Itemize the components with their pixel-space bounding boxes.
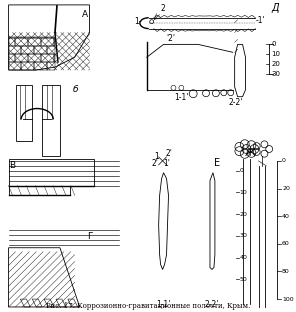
Bar [9, 62, 21, 70]
Text: 10: 10 [271, 51, 280, 57]
Bar [34, 37, 47, 38]
Text: 2': 2' [151, 159, 158, 168]
Text: 40: 40 [282, 214, 290, 219]
Bar [42, 85, 60, 156]
Text: 1': 1' [163, 159, 170, 168]
Text: 20: 20 [271, 61, 280, 67]
Text: 1-: 1- [134, 17, 142, 26]
Text: 2: 2 [161, 4, 165, 13]
Text: 0: 0 [271, 41, 276, 47]
Text: 100: 100 [282, 297, 294, 302]
Text: 30: 30 [271, 71, 280, 77]
Bar [34, 46, 47, 54]
Bar [47, 37, 55, 38]
Bar [9, 37, 21, 38]
Text: 0: 0 [282, 158, 286, 163]
Bar [47, 62, 55, 70]
Polygon shape [9, 248, 80, 307]
Bar [41, 54, 54, 62]
Text: 1-1': 1-1' [156, 300, 171, 309]
Bar [9, 46, 21, 54]
Text: 50: 50 [239, 277, 247, 282]
Text: 30: 30 [239, 233, 247, 238]
Text: 2-2': 2-2' [229, 98, 243, 107]
Text: 60: 60 [282, 241, 290, 246]
Text: Рис. 17. Коррозионно-гравитационные полости, Крым.: Рис. 17. Коррозионно-гравитационные поло… [46, 302, 250, 310]
Bar [15, 38, 28, 46]
Text: Г: Г [88, 232, 93, 241]
Text: Е: Е [214, 158, 220, 168]
Text: 20: 20 [239, 212, 247, 217]
Polygon shape [9, 159, 94, 195]
Bar [9, 38, 15, 46]
Bar [21, 62, 34, 70]
Bar [54, 38, 55, 46]
Bar [41, 38, 54, 46]
Text: В: В [9, 161, 16, 170]
Text: 20: 20 [282, 186, 290, 191]
Bar [54, 54, 55, 62]
Polygon shape [235, 44, 245, 97]
Text: '2': '2' [167, 34, 176, 43]
Text: -1': -1' [255, 16, 265, 25]
Circle shape [150, 20, 154, 24]
Bar [9, 54, 15, 62]
Bar [28, 38, 41, 46]
Bar [21, 37, 34, 38]
Text: 10: 10 [239, 190, 247, 195]
Text: 2-2': 2-2' [205, 300, 219, 309]
Text: Д: Д [271, 3, 279, 13]
Bar [21, 46, 34, 54]
Text: 40: 40 [239, 255, 247, 260]
Text: 1-1': 1-1' [174, 93, 189, 102]
Bar [34, 62, 47, 70]
Text: 2': 2' [165, 149, 172, 158]
Bar [15, 54, 28, 62]
Text: 80: 80 [282, 269, 290, 274]
Text: А: А [82, 10, 88, 19]
Text: 0: 0 [239, 168, 243, 173]
Bar [28, 54, 41, 62]
Text: б: б [73, 85, 78, 94]
Polygon shape [159, 173, 168, 270]
Bar [47, 46, 55, 54]
Bar [15, 85, 32, 141]
Polygon shape [210, 173, 215, 270]
Text: Ж: Ж [245, 148, 256, 158]
Text: 1: 1 [154, 152, 159, 161]
